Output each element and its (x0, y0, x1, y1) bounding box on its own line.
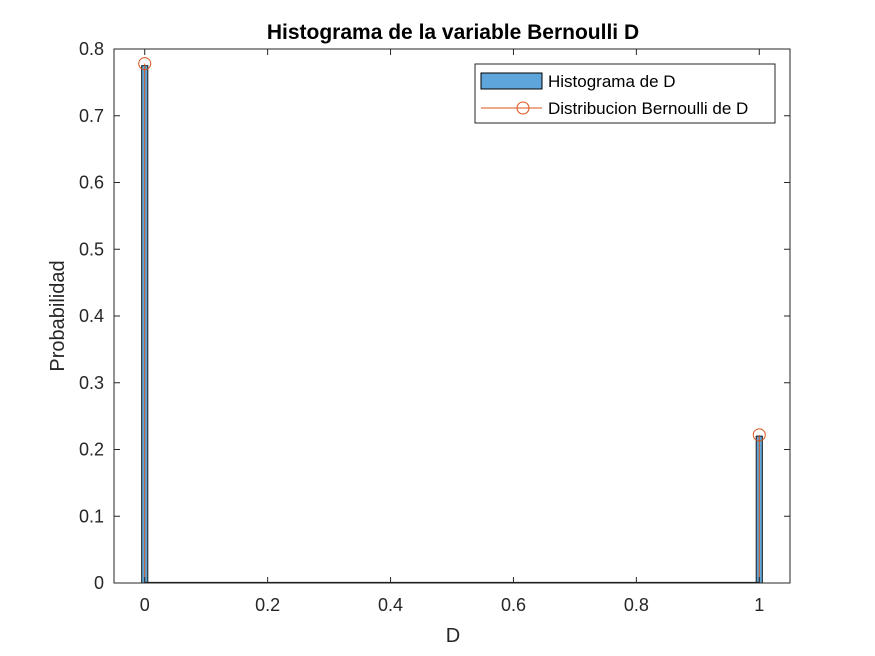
legend: Histograma de D Distribucion Bernoulli d… (474, 63, 776, 124)
y-axis-label: Probabilidad (47, 260, 69, 371)
x-tick-label: 0.2 (255, 595, 280, 615)
y-tick-label: 0.7 (79, 106, 104, 126)
axes (113, 48, 791, 584)
plot-area (114, 49, 790, 583)
stem-marker (752, 428, 766, 442)
x-tick-label: 0.8 (624, 595, 649, 615)
y-tick-label: 0.6 (79, 173, 104, 193)
bernoulli-stems (138, 57, 766, 583)
y-tick-label: 0.5 (79, 239, 104, 259)
x-tick-label: 0 (140, 595, 150, 615)
x-tick-label: 0.4 (378, 595, 403, 615)
plot-background (114, 49, 790, 583)
chart-title: Histograma de la variable Bernoulli D (267, 21, 639, 44)
y-tick-label: 0.8 (79, 39, 104, 59)
y-tick-label: 0.4 (79, 306, 104, 326)
x-tick-label: 0.6 (501, 595, 526, 615)
y-tick-label: 0 (94, 573, 104, 593)
y-tick-label: 0.1 (79, 506, 104, 526)
y-tick-label: 0.3 (79, 373, 104, 393)
stem-marker (138, 57, 152, 71)
x-tick-label: 1 (754, 595, 764, 615)
legend-label-stem: Distribucion Bernoulli de D (548, 99, 748, 118)
x-axis-label: D (446, 625, 460, 647)
legend-marker-stem (516, 101, 530, 115)
legend-swatch-histogram (480, 72, 543, 90)
legend-label-histogram: Histograma de D (548, 72, 676, 91)
y-tick-label: 0.2 (79, 440, 104, 460)
tick-labels: 0 0.2 0.4 0.6 0.8 1 0 0.1 0.2 0.3 0.4 0.5 0.6 0.7 0.8 (79, 39, 764, 615)
